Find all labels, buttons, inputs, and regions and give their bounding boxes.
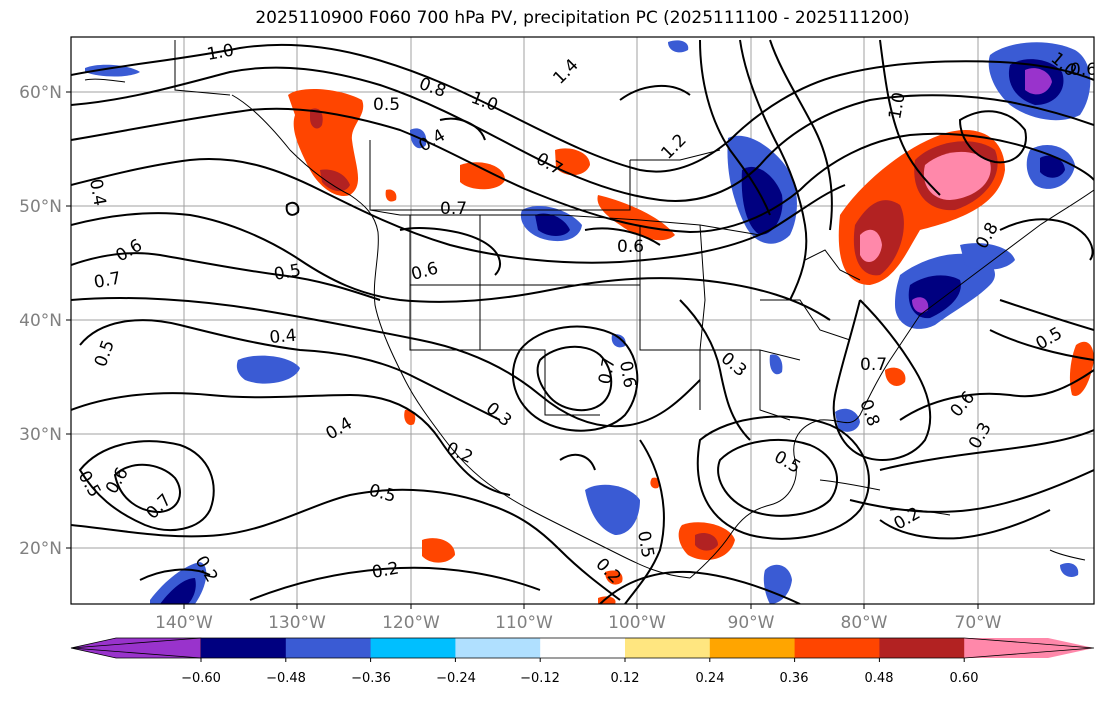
colorbar-tick-labels: −0.60 −0.48 −0.36 −0.24 −0.12 0.12 0.24 … <box>181 671 978 686</box>
contour-label: 0.6 <box>1070 60 1097 80</box>
colorbar-tick-label: 0.24 <box>696 671 725 686</box>
longitude-labels: 140°W 130°W 120°W 110°W 100°W 90°W 80°W … <box>155 613 1002 633</box>
lon-label: 120°W <box>382 613 440 633</box>
latitude-labels: 60°N 50°N 40°N 30°N 20°N <box>19 83 62 559</box>
contour-label: 0.6 <box>615 359 639 389</box>
lon-label: 80°W <box>841 613 888 633</box>
colorbar-tick-label: 0.48 <box>865 671 894 686</box>
colorbar-segment <box>201 638 287 658</box>
colorbar-segment <box>285 638 372 658</box>
lat-label: 40°N <box>19 311 62 331</box>
lon-label: 130°W <box>268 613 326 633</box>
map-title: 2025110900 F060 700 hPa PV, precipitatio… <box>255 8 910 28</box>
lon-label: 140°W <box>155 613 213 633</box>
contour-label: 0.2 <box>370 559 400 583</box>
lon-label: 100°W <box>608 613 666 633</box>
contour-label: 0.5 <box>272 261 302 285</box>
pv-contours <box>71 39 1094 604</box>
lat-label: 30°N <box>19 425 62 445</box>
coastlines <box>84 40 1094 579</box>
lat-label: 50°N <box>19 197 62 217</box>
colorbar-segment <box>625 638 711 658</box>
lon-label: 70°W <box>955 613 1002 633</box>
colorbar-tick-label: −0.24 <box>436 671 476 686</box>
colorbar-segment <box>709 638 796 658</box>
contour-label: 1.0 <box>205 41 235 65</box>
contour-label: 0.5 <box>373 95 400 115</box>
contour-label: 0.7 <box>860 355 887 375</box>
colorbar-tick-label: −0.60 <box>181 671 221 686</box>
colorbar-segment <box>540 638 626 658</box>
contour-label: 0.5 <box>633 529 657 559</box>
colorbar-segment <box>879 638 965 658</box>
contour-label: 0.7 <box>92 269 122 293</box>
colorbar-segment <box>455 638 541 658</box>
colorbar-tick-label: −0.36 <box>351 671 391 686</box>
lon-label: 110°W <box>495 613 553 633</box>
lat-label: 20°N <box>19 539 62 559</box>
contour-label: 0.6 <box>617 237 644 257</box>
colorbar-tick-label: 0.60 <box>950 671 979 686</box>
contour-label: 0.7 <box>440 199 467 219</box>
contour-label: 0.7 <box>595 356 619 386</box>
colorbar-tick-label: −0.12 <box>520 671 560 686</box>
contour-label: 0.4 <box>85 177 109 207</box>
lon-label: 90°W <box>728 613 775 633</box>
colorbar <box>70 637 1095 662</box>
colorbar-segment <box>794 638 880 658</box>
colorbar-tick-label: 0.12 <box>611 671 640 686</box>
colorbar-tick-label: 0.36 <box>780 671 809 686</box>
colorbar-segment <box>70 637 202 659</box>
axis-ticks <box>66 91 979 609</box>
lat-label: 60°N <box>19 83 62 103</box>
contour-label: 0.4 <box>269 326 298 348</box>
colorbar-segment <box>370 638 456 658</box>
contour-label: 1.0 <box>885 91 909 121</box>
colorbar-tick-label: −0.48 <box>266 671 306 686</box>
precipitation-shading <box>85 40 1094 604</box>
colorbar-segment <box>964 638 1094 658</box>
